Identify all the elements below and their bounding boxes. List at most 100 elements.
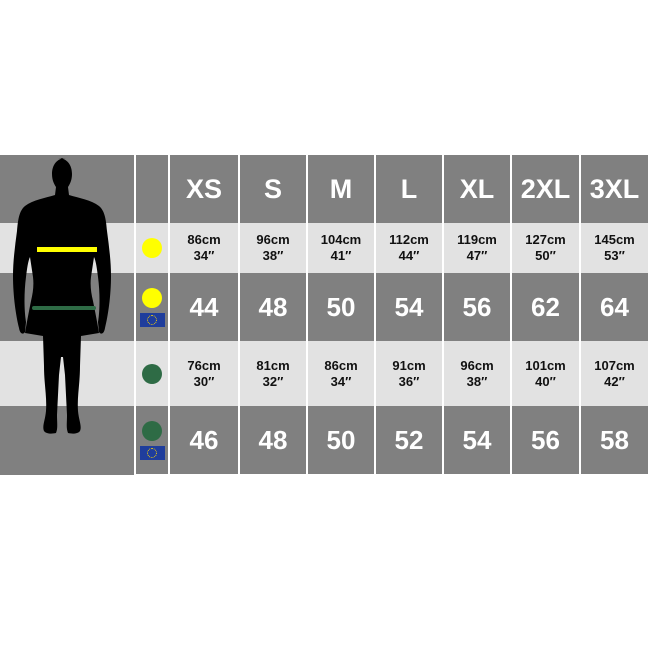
- chest-eu-size: 56: [444, 273, 510, 341]
- waist-measure: 91cm 36″: [376, 341, 442, 406]
- size-label: 3XL: [589, 173, 640, 204]
- chest-inches: 44″: [398, 248, 420, 263]
- size-label: M: [329, 173, 353, 204]
- waist-cm: 101cm: [525, 357, 566, 373]
- size-label: XS: [185, 173, 223, 204]
- waist-inches: 30″: [193, 373, 215, 389]
- waist-measure: 81cm 32″: [240, 341, 306, 406]
- chest-eu-size: 54: [376, 273, 442, 341]
- chest-inches: 41″: [330, 248, 352, 263]
- waist-eu-size: 48: [240, 406, 306, 474]
- waist-inches: 32″: [262, 373, 284, 389]
- waist-cm: 107cm: [594, 357, 635, 373]
- size-header: S: [240, 155, 306, 223]
- waist-measure: 96cm 38″: [444, 341, 510, 406]
- chest-measure: 86cm 34″: [170, 223, 238, 273]
- waist-cm: 76cm: [187, 357, 221, 373]
- eu-flag-icon: [139, 312, 165, 327]
- waist-inches: 40″: [535, 373, 556, 389]
- chest-eu-value: 54: [394, 291, 424, 322]
- waist-eu-value: 48: [258, 424, 288, 455]
- waist-cm: 81cm: [256, 357, 290, 373]
- waist-icon-cell: [136, 341, 168, 406]
- chest-measure: 112cm 44″: [376, 223, 442, 273]
- waist-eu-value: 58: [600, 424, 629, 455]
- chest-measure: 119cm 47″: [444, 223, 510, 273]
- waist-eu-value: 52: [394, 424, 424, 455]
- chest-eu-size: 48: [240, 273, 306, 341]
- chest-cm: 145cm: [594, 232, 635, 247]
- chest-measure: 96cm 38″: [240, 223, 306, 273]
- chest-icon-cell: [136, 223, 168, 273]
- chest-inches: 38″: [262, 248, 284, 263]
- size-label: 2XL: [520, 173, 571, 204]
- chest-cm: 119cm: [457, 232, 497, 247]
- waist-measure: 86cm 34″: [308, 341, 374, 406]
- waist-eu-icon-cell: [136, 406, 168, 474]
- chest-eu-value: 64: [600, 291, 629, 322]
- waist-cm: 96cm: [460, 357, 494, 373]
- chest-eu-value: 62: [531, 291, 560, 322]
- waist-eu-size: 58: [581, 406, 648, 474]
- waist-eu-value: 56: [531, 424, 560, 455]
- waist-eu-value: 46: [189, 424, 219, 455]
- chest-eu-size: 64: [581, 273, 648, 341]
- chest-cm: 96cm: [256, 232, 290, 247]
- chest-eu-size: 62: [512, 273, 579, 341]
- chest-cm: 127cm: [525, 232, 566, 247]
- yellow-dot-icon: [142, 238, 162, 258]
- waist-eu-size: 56: [512, 406, 579, 474]
- chest-eu-size: 50: [308, 273, 374, 341]
- eu-flag-icon: [139, 445, 165, 460]
- chest-measure: 104cm 41″: [308, 223, 374, 273]
- chest-cm: 112cm: [389, 232, 429, 247]
- chest-cm: 86cm: [187, 232, 221, 247]
- size-header: 3XL: [581, 155, 648, 223]
- waist-measure: 76cm 30″: [170, 341, 238, 406]
- chest-eu-icon-cell: [136, 273, 168, 341]
- waist-inches: 38″: [466, 373, 488, 389]
- size-chart: XS 86cm 34″ 44 76cm 30″ 46 S 96cm 38″ 48 81cm 32″ 48 M…: [0, 155, 650, 475]
- waist-eu-value: 54: [462, 424, 492, 455]
- size-header: XS: [170, 155, 238, 223]
- chest-cm: 104cm: [320, 232, 362, 247]
- chest-measure: 127cm 50″: [512, 223, 579, 273]
- chest-inches: 53″: [604, 248, 625, 263]
- green-dot-icon: [142, 363, 162, 384]
- chest-eu-value: 48: [258, 291, 288, 322]
- size-header: L: [376, 155, 442, 223]
- waist-eu-size: 50: [308, 406, 374, 474]
- waist-measure: 101cm 40″: [512, 341, 579, 406]
- chest-eu-value: 44: [189, 291, 219, 322]
- chest-inches: 50″: [535, 248, 556, 263]
- size-label: XL: [459, 173, 495, 204]
- green-dot-icon: [142, 420, 162, 441]
- silhouette-icon: [13, 158, 111, 434]
- yellow-dot-icon: [142, 287, 162, 308]
- waist-eu-size: 46: [170, 406, 238, 474]
- waist-eu-value: 50: [326, 424, 356, 455]
- waist-eu-size: 52: [376, 406, 442, 474]
- waist-inches: 36″: [398, 373, 420, 389]
- size-header: 2XL: [512, 155, 579, 223]
- size-label: S: [263, 173, 282, 204]
- waist-cm: 86cm: [324, 357, 358, 373]
- waist-inches: 42″: [604, 373, 625, 389]
- waist-line: [32, 306, 96, 310]
- chest-eu-value: 50: [326, 291, 356, 322]
- chest-inches: 47″: [466, 248, 488, 263]
- size-label: L: [400, 173, 418, 204]
- waist-inches: 34″: [330, 373, 352, 389]
- size-header: XL: [444, 155, 510, 223]
- chest-eu-value: 56: [462, 291, 492, 322]
- body-figure: [0, 155, 134, 475]
- chest-eu-size: 44: [170, 273, 238, 341]
- waist-measure: 107cm 42″: [581, 341, 648, 406]
- waist-eu-size: 54: [444, 406, 510, 474]
- waist-cm: 91cm: [392, 357, 426, 373]
- chest-line: [37, 247, 97, 252]
- size-header: M: [308, 155, 374, 223]
- chest-inches: 34″: [193, 248, 215, 263]
- chest-measure: 145cm 53″: [581, 223, 648, 273]
- icon-header: [136, 155, 168, 223]
